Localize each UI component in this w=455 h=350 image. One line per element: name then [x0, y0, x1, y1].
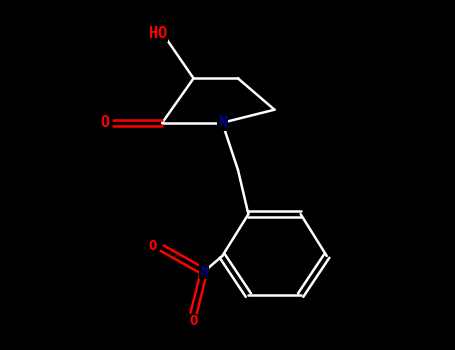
Text: O: O [149, 238, 157, 252]
Text: N: N [217, 115, 227, 130]
Text: HO: HO [149, 27, 168, 41]
Text: O: O [100, 115, 109, 130]
Text: N: N [200, 265, 208, 279]
Text: O: O [189, 314, 198, 328]
